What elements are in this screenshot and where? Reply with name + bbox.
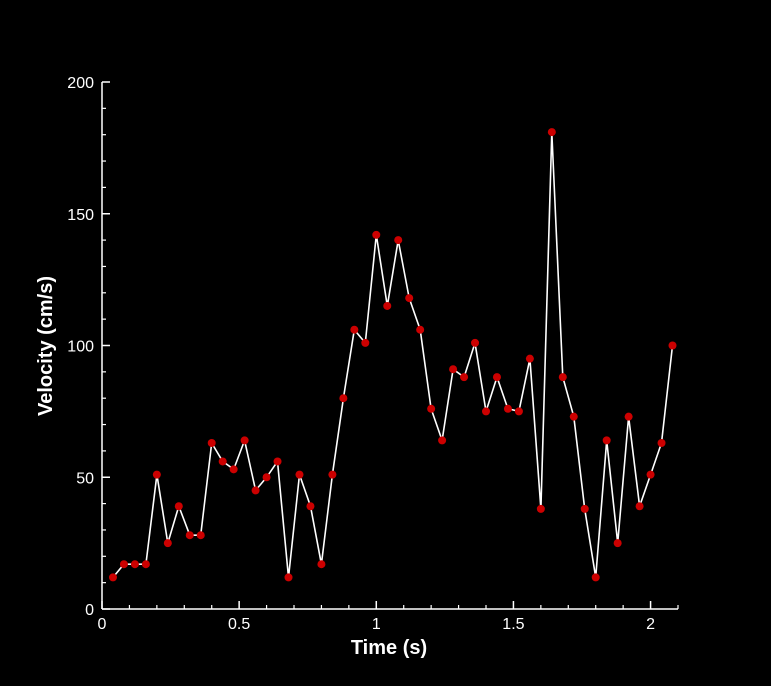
data-point [602,436,611,445]
x-tick-label: 2 [646,616,655,633]
data-point [240,436,249,445]
data-point [383,301,392,310]
data-point [646,470,655,479]
data-point [580,504,589,513]
x-tick-label: 0 [98,616,107,633]
data-point [460,373,469,382]
data-point [514,407,523,416]
data-point [416,325,425,334]
data-point [427,404,436,413]
data-point [141,560,150,569]
data-point [119,560,128,569]
data-point [262,473,271,482]
data-point [438,436,447,445]
y-tick-label: 100 [67,339,94,356]
data-point [306,502,315,511]
data-point [273,457,282,466]
data-point [569,412,578,421]
data-point [372,230,381,239]
data-point [405,294,414,303]
data-point [492,373,501,382]
data-point [558,373,567,382]
y-tick-label: 200 [67,75,94,92]
data-point [317,560,326,569]
data-point [295,470,304,479]
data-point [361,338,370,347]
data-point [591,573,600,582]
x-tick-label: 0.5 [228,616,250,633]
data-point [207,438,216,447]
x-ticks: 0 0.5 1 1.5 2 [98,601,679,633]
data-point [613,539,622,548]
data-point [471,338,480,347]
data-point [449,365,458,374]
data-point [350,325,359,334]
y-ticks: 0 50 100 150 200 [67,75,110,619]
series-line [112,132,674,578]
data-point [547,128,556,137]
data-point [163,539,172,548]
data-point [624,412,633,421]
data-point [130,560,139,569]
x-tick-label: 1 [372,616,381,633]
data-point [108,573,117,582]
data-point [525,354,534,363]
data-point [218,457,227,466]
data-point [284,573,293,582]
data-point [152,470,161,479]
data-point [229,465,238,474]
data-point [536,504,545,513]
data-point [657,438,666,447]
x-tick-label: 1.5 [502,616,524,633]
data-point [635,502,644,511]
y-tick-label: 150 [67,207,94,224]
y-tick-label: 0 [85,602,94,619]
data-points [108,128,677,582]
data-point [196,531,205,540]
data-point [339,394,348,403]
data-point [328,470,337,479]
data-point [503,404,512,413]
y-tick-label: 50 [76,470,94,487]
data-point [482,407,490,416]
data-point [668,341,677,350]
y-axis-label: Velocity (cm/s) [35,276,57,416]
data-point [174,502,183,511]
data-point [251,486,260,495]
data-point [185,531,194,540]
x-axis-label: Time (s) [351,637,427,659]
data-point [394,236,403,245]
